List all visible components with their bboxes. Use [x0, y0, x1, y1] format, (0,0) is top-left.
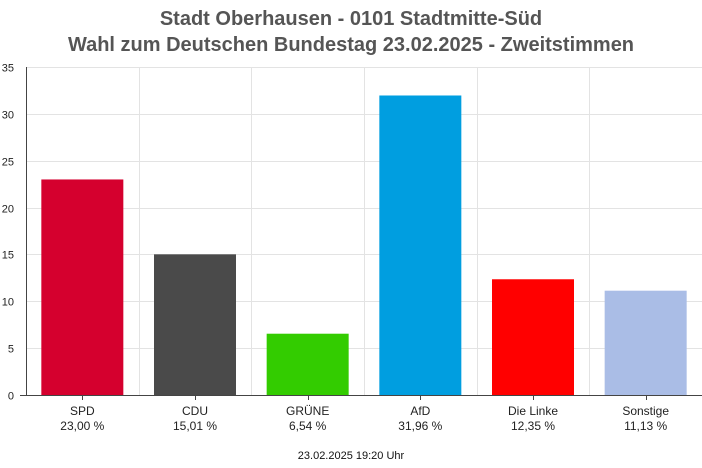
category-label: Sonstige: [622, 404, 669, 418]
bar: [604, 290, 687, 395]
value-label: 6,54 %: [289, 419, 327, 433]
category-label: AfD: [410, 404, 430, 418]
y-tick-label: 30: [2, 110, 14, 122]
value-label: 15,01 %: [173, 419, 217, 433]
value-label: 11,13 %: [624, 419, 667, 433]
y-tick-label: 0: [8, 391, 14, 403]
bar: [379, 95, 462, 396]
bar: [154, 254, 236, 395]
bar: [41, 179, 124, 395]
y-tick-label: 15: [2, 250, 14, 262]
chart-subtitle: Wahl zum Deutschen Bundestag 23.02.2025 …: [67, 34, 635, 56]
category-label: Die Linke: [508, 404, 558, 418]
timestamp: 23.02.2025 19:20 Uhr: [297, 450, 405, 462]
y-tick-label: 5: [8, 344, 14, 356]
value-label: 23,00 %: [60, 419, 104, 433]
value-label: 31,96 %: [398, 419, 442, 433]
y-tick-label: 35: [2, 63, 14, 75]
y-tick-label: 10: [2, 297, 14, 309]
value-label: 12,35 %: [511, 419, 555, 433]
category-label: SPD: [70, 404, 95, 418]
bar: [266, 333, 349, 395]
category-label: GRÜNE: [286, 404, 329, 418]
y-tick-label: 25: [2, 157, 14, 169]
bar: [492, 279, 574, 395]
y-tick-label: 20: [2, 204, 14, 216]
category-label: CDU: [182, 404, 208, 418]
chart-title: Stadt Oberhausen - 0101 Stadtmitte-Süd: [159, 8, 543, 30]
